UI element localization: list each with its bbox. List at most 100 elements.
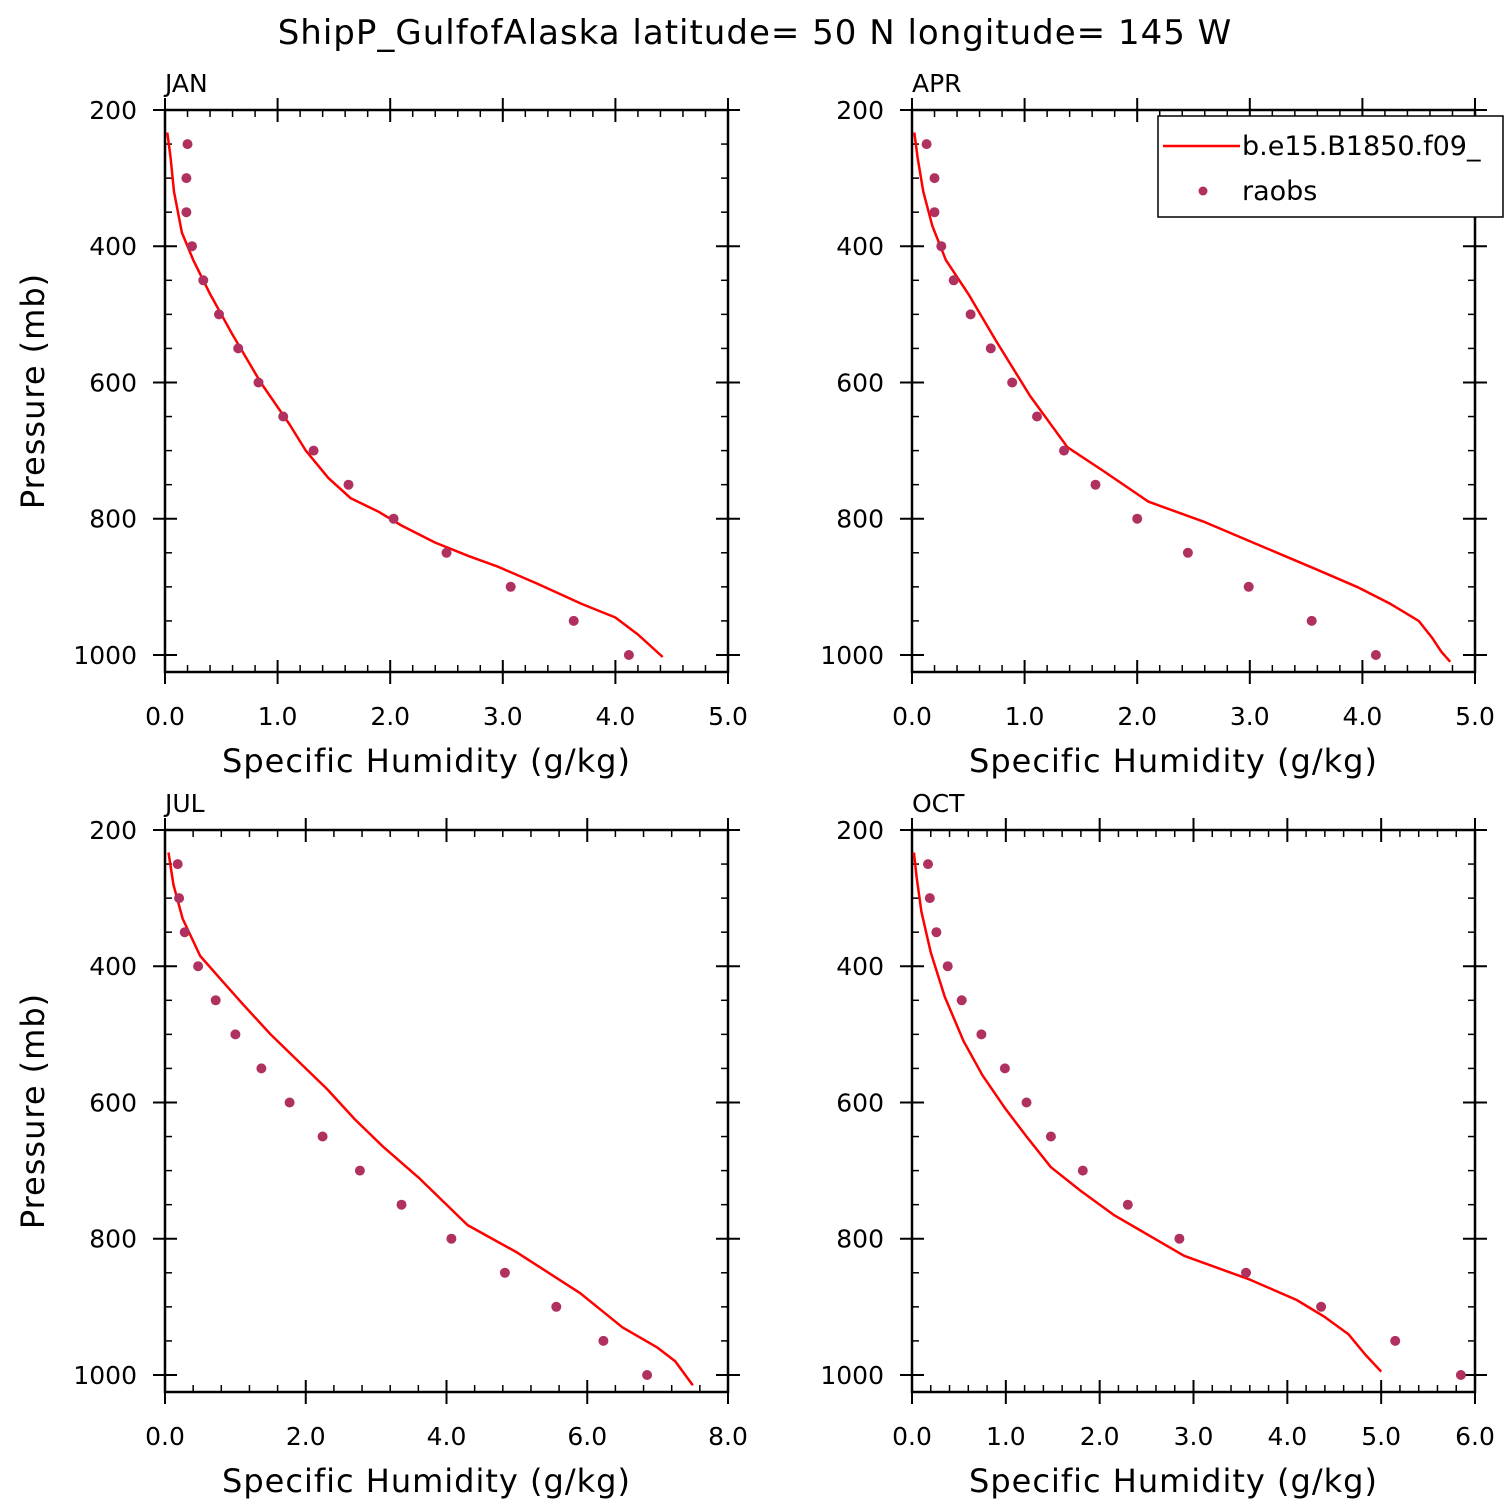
raobs-point bbox=[924, 893, 935, 904]
x-tick-label: 0.0 bbox=[145, 1422, 185, 1451]
raobs-point bbox=[1370, 650, 1381, 660]
y-tick-label: 800 bbox=[836, 1225, 884, 1254]
raobs-point bbox=[623, 650, 634, 660]
x-tick-label: 4.0 bbox=[596, 702, 636, 731]
raobs-point bbox=[956, 995, 967, 1006]
raobs-point bbox=[929, 173, 940, 184]
raobs-point bbox=[1122, 1199, 1133, 1210]
raobs-point bbox=[1007, 377, 1018, 388]
raobs-point bbox=[598, 1335, 609, 1346]
raobs-point bbox=[923, 859, 933, 870]
x-tick-label: 0.0 bbox=[892, 702, 932, 731]
y-tick-label: 200 bbox=[89, 96, 137, 125]
raobs-point bbox=[1077, 1165, 1088, 1176]
y-tick-label: 800 bbox=[836, 505, 884, 534]
y-tick-label: 1000 bbox=[73, 1361, 137, 1390]
raobs-point bbox=[284, 1097, 295, 1108]
plot-frame bbox=[910, 108, 1477, 674]
y-axis-title: Pressure (mb) bbox=[14, 273, 52, 509]
panel-title: JUL bbox=[163, 789, 205, 818]
x-tick-label: 0.0 bbox=[892, 1422, 932, 1451]
y-tick-label: 1000 bbox=[73, 641, 137, 670]
y-tick-label: 400 bbox=[89, 952, 137, 981]
x-tick-label: 2.0 bbox=[370, 702, 410, 731]
raobs-point bbox=[1174, 1233, 1185, 1244]
y-tick-label: 600 bbox=[89, 368, 137, 397]
x-tick-label: 5.0 bbox=[1361, 1422, 1401, 1451]
x-tick-label: 8.0 bbox=[708, 1422, 748, 1451]
raobs-point bbox=[210, 995, 221, 1006]
legend-model-label: b.e15.B1850.f09_ bbox=[1242, 131, 1481, 162]
model-series-line bbox=[167, 852, 694, 1386]
panel-title: JAN bbox=[163, 69, 208, 98]
x-tick-label: 2.0 bbox=[1080, 1422, 1120, 1451]
x-tick-label: 1.0 bbox=[986, 1422, 1026, 1451]
y-tick-label: 800 bbox=[89, 505, 137, 534]
raobs-point bbox=[1455, 1370, 1466, 1380]
raobs-point bbox=[446, 1233, 457, 1244]
legend-obs-label: raobs bbox=[1242, 176, 1317, 207]
raobs-point bbox=[931, 927, 942, 938]
raobs-point bbox=[948, 275, 959, 286]
panel-title: OCT bbox=[912, 789, 965, 818]
raobs-point bbox=[181, 173, 192, 184]
y-tick-label: 800 bbox=[89, 1225, 137, 1254]
plot-frame bbox=[163, 108, 730, 674]
raobs-point bbox=[343, 479, 354, 490]
raobs-point bbox=[181, 207, 192, 218]
x-tick-label: 4.0 bbox=[427, 1422, 467, 1451]
raobs-point bbox=[921, 139, 932, 150]
plot-frame bbox=[910, 828, 1477, 1394]
panel-apr: 200 400 600 800 1000 0.0 1.0 2.0 3.0 4.0 5.0 APR Spe… bbox=[820, 69, 1495, 780]
y-tick-label: 400 bbox=[836, 952, 884, 981]
raobs-point bbox=[942, 961, 953, 972]
raobs-point bbox=[1306, 615, 1317, 626]
raobs-point bbox=[505, 581, 516, 592]
panels: 200 400 600 800 1000 0.0 1.0 2.0 3.0 4.0 5.0 JAN Spe… bbox=[14, 69, 1495, 1500]
x-tick-label: 4.0 bbox=[1343, 702, 1383, 731]
raobs-point bbox=[441, 547, 452, 558]
raobs-point bbox=[1316, 1301, 1327, 1312]
raobs-point bbox=[388, 513, 399, 524]
y-tick-label: 400 bbox=[836, 232, 884, 261]
x-tick-label: 1.0 bbox=[1005, 702, 1045, 731]
raobs-point bbox=[354, 1165, 365, 1176]
model-series-line bbox=[166, 132, 664, 658]
raobs-point bbox=[256, 1063, 267, 1074]
raobs-point bbox=[1132, 513, 1143, 524]
panel-jul: 200 400 600 800 1000 0.0 2.0 4.0 6.0 8.0 JUL Specif… bbox=[14, 789, 748, 1500]
raobs-point bbox=[172, 859, 183, 870]
legend: b.e15.B1850.f09_ raobs bbox=[1157, 115, 1504, 218]
y-tick-label: 200 bbox=[836, 96, 884, 125]
model-series-line bbox=[913, 132, 1452, 663]
raobs-point bbox=[999, 1063, 1010, 1074]
raobs-point bbox=[929, 207, 940, 218]
panel-jan: 200 400 600 800 1000 0.0 1.0 2.0 3.0 4.0 5.0 JAN Spe… bbox=[14, 69, 748, 780]
y-tick-label: 600 bbox=[836, 368, 884, 397]
model-series-line bbox=[912, 852, 1383, 1373]
y-tick-label: 1000 bbox=[820, 641, 884, 670]
raobs-point bbox=[233, 343, 244, 354]
x-axis-title: Specific Humidity (g/kg) bbox=[222, 742, 631, 780]
raobs-point bbox=[1243, 581, 1254, 592]
x-tick-label: 3.0 bbox=[1174, 1422, 1214, 1451]
raobs-point bbox=[187, 241, 197, 252]
raobs-point bbox=[551, 1301, 562, 1312]
raobs-point bbox=[965, 309, 976, 320]
y-tick-label: 1000 bbox=[820, 1361, 884, 1390]
raobs-point bbox=[1241, 1267, 1251, 1278]
x-tick-label: 5.0 bbox=[708, 702, 748, 731]
raobs-point bbox=[253, 377, 264, 388]
panel-oct: 200 400 600 800 1000 0.0 1.0 2.0 3.0 4.0 5.0 6.0 OCT… bbox=[820, 789, 1495, 1500]
x-tick-label: 6.0 bbox=[1455, 1422, 1495, 1451]
raobs-point bbox=[1032, 411, 1042, 422]
raobs-point bbox=[936, 241, 947, 252]
y-tick-label: 200 bbox=[836, 816, 884, 845]
x-tick-label: 4.0 bbox=[1267, 1422, 1307, 1451]
raobs-point bbox=[1182, 547, 1193, 558]
legend-obs-marker bbox=[1198, 186, 1208, 196]
plot-frame bbox=[163, 828, 730, 1394]
x-axis-title: Specific Humidity (g/kg) bbox=[969, 1462, 1378, 1500]
raobs-point bbox=[985, 343, 996, 354]
